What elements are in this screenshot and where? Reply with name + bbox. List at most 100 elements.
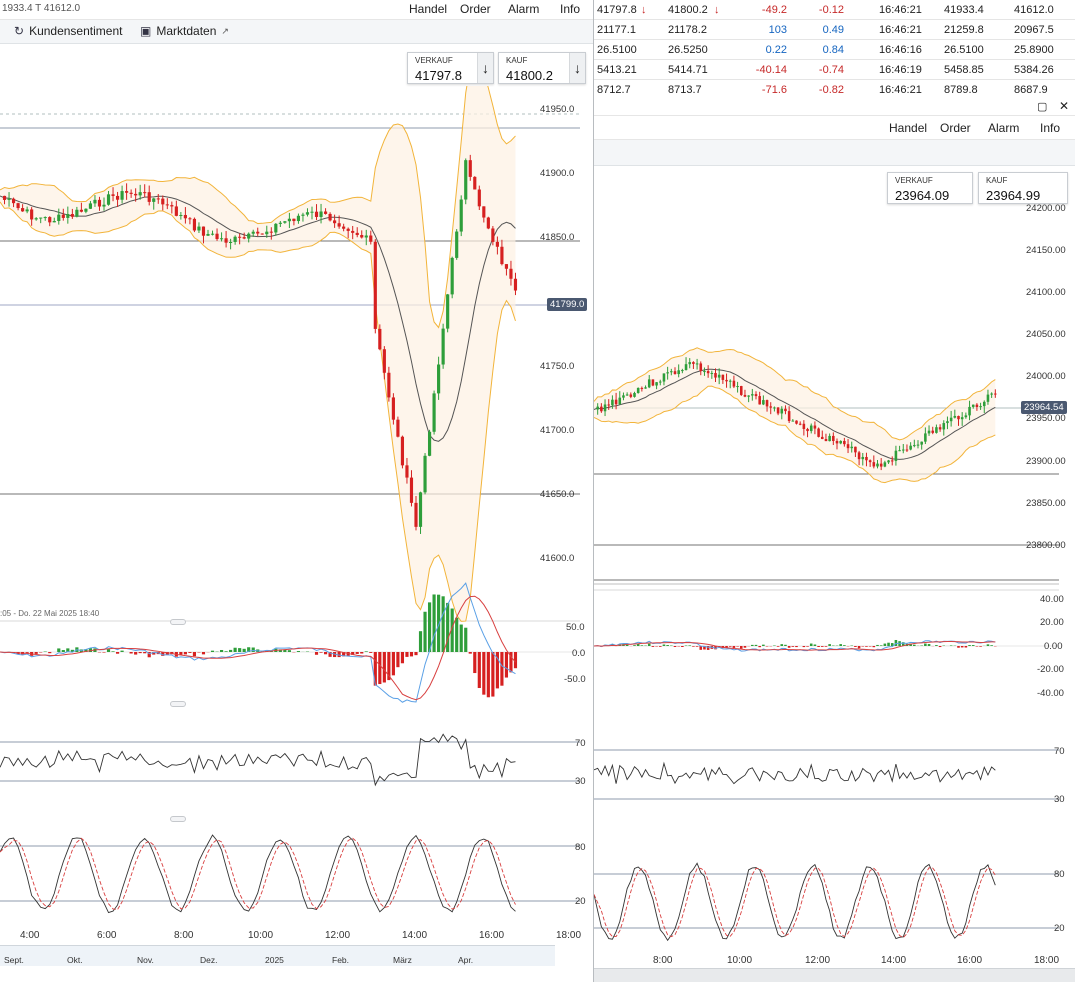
watchlist-cell-ask: 5414.71 xyxy=(668,64,708,76)
stoch-d-line xyxy=(594,867,996,939)
macd-histogram-bar xyxy=(84,649,88,652)
left-chart-area[interactable] xyxy=(0,86,593,982)
candle-body xyxy=(360,235,364,238)
candle-body xyxy=(215,233,219,240)
right-y-label: 24200.00 xyxy=(1026,203,1066,214)
menu-info[interactable]: Info xyxy=(560,2,581,16)
watchlist-row[interactable]: 8712.7 8713.7 -71.6 -0.82 16:46:21 8789.8 8687… xyxy=(594,80,1075,100)
right-chart-area[interactable] xyxy=(594,166,1075,982)
bottom-scrollbar[interactable] xyxy=(594,968,1075,982)
macd-histogram-bar xyxy=(857,646,861,649)
stoch-d-line xyxy=(0,837,516,911)
right-buy-box[interactable]: KAUF 23964.99 xyxy=(978,172,1068,204)
macd-histogram-bar xyxy=(960,646,964,648)
right-y-label: 24000.00 xyxy=(1026,371,1066,382)
pane-resize-handle[interactable] xyxy=(170,816,186,822)
pane-resize-handle[interactable] xyxy=(170,701,186,707)
candle-body xyxy=(278,222,282,224)
bollinger-lower xyxy=(0,201,516,622)
menu-alarm[interactable]: Alarm xyxy=(988,121,1020,135)
left-sell-box[interactable]: VERKAUF 41797.8 ↓ xyxy=(407,52,494,84)
menu-alarm[interactable]: Alarm xyxy=(508,2,540,16)
navigator-bar[interactable] xyxy=(0,945,555,966)
maximize-icon[interactable]: ▢ xyxy=(1037,101,1048,113)
buy-value: 23964.99 xyxy=(986,188,1041,203)
candle-body xyxy=(603,404,607,412)
right-sell-box[interactable]: VERKAUF 23964.09 xyxy=(887,172,973,204)
candle-body xyxy=(714,373,717,378)
candle-body xyxy=(364,235,368,238)
candle-body xyxy=(464,160,468,200)
macd-histogram-bar xyxy=(482,652,486,695)
close-icon[interactable]: ✕ xyxy=(1059,99,1070,113)
candle-body xyxy=(30,209,34,220)
macd-histogram-bar xyxy=(314,652,319,655)
menu-handel[interactable]: Handel xyxy=(889,121,928,135)
macd-histogram-bar xyxy=(351,652,355,655)
pane-resize-handle[interactable] xyxy=(170,619,186,625)
macd-histogram-bar xyxy=(743,646,747,648)
candle-body xyxy=(857,452,861,460)
menu-order[interactable]: Order xyxy=(940,121,971,135)
watchlist-row[interactable]: 5413.21 5414.71 -40.14 -0.74 16:46:19 5458.85… xyxy=(594,60,1075,80)
candle-body xyxy=(975,404,979,407)
watchlist-row[interactable]: 41797.8 ↓ 41800.2 ↓ -49.2 -0.12 16:46:21 41933.… xyxy=(594,0,1075,20)
macd-histogram-bar xyxy=(328,652,332,657)
candle-body xyxy=(269,231,273,233)
menu-order[interactable]: Order xyxy=(460,2,491,16)
candle-body xyxy=(692,362,695,364)
macd-histogram-bar xyxy=(820,646,824,647)
watchlist-cell-bid: 26.5100 xyxy=(597,44,637,56)
candle-body xyxy=(986,394,990,402)
candle-body xyxy=(876,463,879,467)
candle-body xyxy=(441,328,445,365)
market-data-label: Marktdaten xyxy=(156,24,217,38)
left-y-label: 41650.0 xyxy=(540,489,575,500)
candle-body xyxy=(183,214,187,219)
macd-histogram-bar xyxy=(360,652,364,654)
sentiment-button[interactable]: ↻ Kundensentiment xyxy=(14,24,122,38)
watchlist-cell-bid: 5413.21 xyxy=(597,64,637,76)
nav-label: Feb. xyxy=(332,955,350,965)
candle-body xyxy=(500,246,504,265)
macd-histogram-bar xyxy=(120,650,124,652)
watchlist-cell-pct: -0.12 xyxy=(818,4,844,16)
macd-histogram-bar xyxy=(165,652,169,655)
rsi-line xyxy=(594,761,996,785)
candle-body xyxy=(784,408,787,412)
macd-histogram-bar xyxy=(210,650,215,652)
macd-histogram-bar xyxy=(287,650,291,652)
watchlist-row[interactable]: 21177.1 21178.2 103 0.49 16:46:21 21259.8 2096… xyxy=(594,20,1075,40)
market-data-button[interactable]: ▣ Marktdaten ↗ xyxy=(140,24,229,38)
macd-histogram-bar xyxy=(879,645,883,646)
candle-body xyxy=(684,364,688,371)
candle-body xyxy=(905,449,909,451)
right-y-label: 23800.00 xyxy=(1026,540,1066,551)
candle-body xyxy=(482,206,486,218)
left-buy-box[interactable]: KAUF 41800.2 ↓ xyxy=(498,52,586,84)
watchlist-row[interactable]: 26.5100 26.5250 0.22 0.84 16:46:16 26.5100 25.… xyxy=(594,40,1075,60)
macd-histogram-bar xyxy=(890,643,894,646)
candle-body xyxy=(611,399,614,406)
candle-body xyxy=(957,415,960,420)
nav-label: Dez. xyxy=(200,955,218,965)
watchlist-cell-time: 16:46:21 xyxy=(879,24,922,36)
candle-body xyxy=(747,395,750,397)
candle-body xyxy=(382,349,386,373)
watchlist-cell-chg: -71.6 xyxy=(761,84,787,96)
candle-body xyxy=(432,393,436,432)
candle-body xyxy=(323,211,328,214)
window-divider[interactable] xyxy=(593,0,594,982)
candle-body xyxy=(125,191,129,193)
watchlist-cell-chg: -49.2 xyxy=(761,4,787,16)
right-y-label: 23850.00 xyxy=(1026,498,1066,509)
menu-info[interactable]: Info xyxy=(1040,121,1061,135)
macd-signal-line xyxy=(594,640,996,651)
macd-histogram-bar xyxy=(34,652,38,654)
watchlist-cell-low: 8687.9 xyxy=(1014,84,1048,96)
menu-handel[interactable]: Handel xyxy=(409,2,448,16)
candle-body xyxy=(256,231,260,234)
watchlist-cell-low: 20967.5 xyxy=(1014,24,1054,36)
macd-label: 50.0 xyxy=(566,622,585,633)
candle-body xyxy=(717,374,721,378)
